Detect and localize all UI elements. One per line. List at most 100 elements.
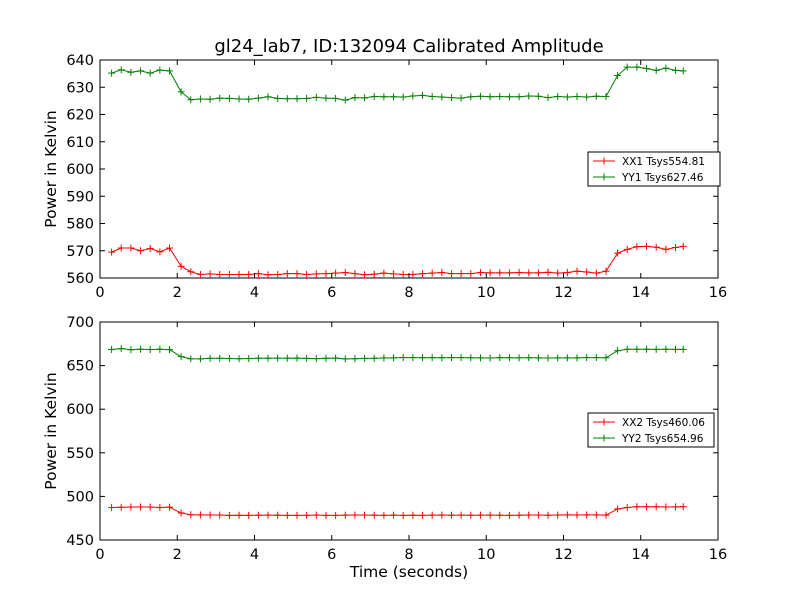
data-point — [428, 354, 436, 362]
x-tick-label: 2 — [173, 285, 182, 301]
data-point — [274, 270, 282, 278]
data-point — [156, 503, 164, 511]
data-point — [515, 93, 523, 101]
y-tick-label: 590 — [66, 189, 94, 205]
data-point — [283, 270, 291, 278]
data-point — [283, 354, 291, 362]
x-tick-label: 16 — [709, 285, 727, 301]
x-tick-label: 0 — [95, 285, 104, 301]
data-point — [341, 355, 349, 363]
data-point — [623, 63, 631, 71]
data-point — [419, 354, 427, 362]
data-point — [380, 511, 388, 519]
data-point — [332, 94, 340, 102]
data-point — [592, 354, 600, 362]
data-point — [245, 270, 253, 278]
data-point — [380, 269, 388, 277]
data-point — [428, 269, 436, 277]
y-tick-label: 500 — [66, 489, 94, 505]
data-point — [534, 354, 542, 362]
legend-label: XX1 Tsys554.81 — [622, 156, 705, 168]
x-tick-label: 2 — [173, 547, 182, 563]
data-point — [447, 354, 455, 362]
data-point — [496, 354, 504, 362]
data-point — [515, 511, 523, 519]
data-point — [554, 354, 562, 362]
data-point — [467, 270, 475, 278]
data-point — [583, 511, 591, 519]
data-point — [633, 63, 641, 71]
data-point — [662, 64, 670, 72]
x-tick-label: 14 — [632, 547, 650, 563]
data-point — [652, 345, 660, 353]
data-point — [303, 354, 311, 362]
data-point — [573, 267, 581, 275]
data-point — [409, 511, 417, 519]
data-point — [438, 354, 446, 362]
data-point — [486, 354, 494, 362]
data-point — [652, 66, 660, 74]
data-point — [312, 270, 320, 278]
data-point — [419, 91, 427, 99]
y-tick-label: 450 — [66, 533, 94, 549]
data-point — [563, 511, 571, 519]
data-point — [166, 503, 174, 511]
data-point — [476, 511, 484, 519]
data-point — [447, 94, 455, 102]
data-point — [245, 95, 253, 103]
data-point — [505, 269, 513, 277]
data-point — [351, 270, 359, 278]
x-tick-label: 8 — [404, 285, 413, 301]
series-group — [108, 63, 687, 279]
data-point — [146, 245, 154, 253]
data-point — [447, 511, 455, 519]
data-point — [633, 243, 641, 251]
x-tick-label: 14 — [632, 285, 650, 301]
data-point — [206, 354, 214, 362]
data-point — [216, 511, 224, 519]
data-point — [254, 270, 262, 278]
data-point — [573, 354, 581, 362]
data-point — [505, 511, 513, 519]
legend: XX1 Tsys554.81 YY1 Tsys627.46 — [587, 151, 721, 187]
data-point — [457, 94, 465, 102]
legend-entry: XX1 Tsys554.81 — [593, 156, 705, 168]
data-point — [351, 355, 359, 363]
data-point — [390, 93, 398, 101]
y-tick-label: 600 — [66, 402, 94, 418]
data-point — [525, 511, 533, 519]
data-point — [216, 354, 224, 362]
data-point — [187, 355, 195, 363]
y-tick-label: 600 — [66, 162, 94, 178]
x-tick-label: 6 — [327, 547, 336, 563]
data-point — [409, 92, 417, 100]
data-point — [623, 245, 631, 253]
legend-label: YY1 Tsys627.46 — [621, 172, 704, 184]
data-point — [534, 511, 542, 519]
data-point — [662, 245, 670, 253]
x-tick-label: 12 — [554, 285, 572, 301]
data-point — [614, 505, 622, 513]
data-point — [554, 269, 562, 277]
data-point — [614, 72, 622, 80]
data-point — [370, 270, 378, 278]
data-point — [108, 69, 116, 77]
data-point — [486, 511, 494, 519]
data-point — [146, 346, 154, 354]
data-point — [303, 94, 311, 102]
data-point — [303, 511, 311, 519]
data-point — [351, 511, 359, 519]
data-point — [361, 271, 369, 279]
data-point — [496, 93, 504, 101]
data-point — [293, 511, 301, 519]
data-point — [409, 270, 417, 278]
y-axis-label: Power in Kelvin — [42, 372, 60, 489]
data-point — [447, 270, 455, 278]
data-point — [544, 94, 552, 102]
data-point — [633, 503, 641, 511]
x-tick-label: 10 — [477, 285, 495, 301]
data-point — [187, 96, 195, 104]
data-point — [496, 511, 504, 519]
data-point — [274, 511, 282, 519]
data-point — [156, 248, 164, 256]
